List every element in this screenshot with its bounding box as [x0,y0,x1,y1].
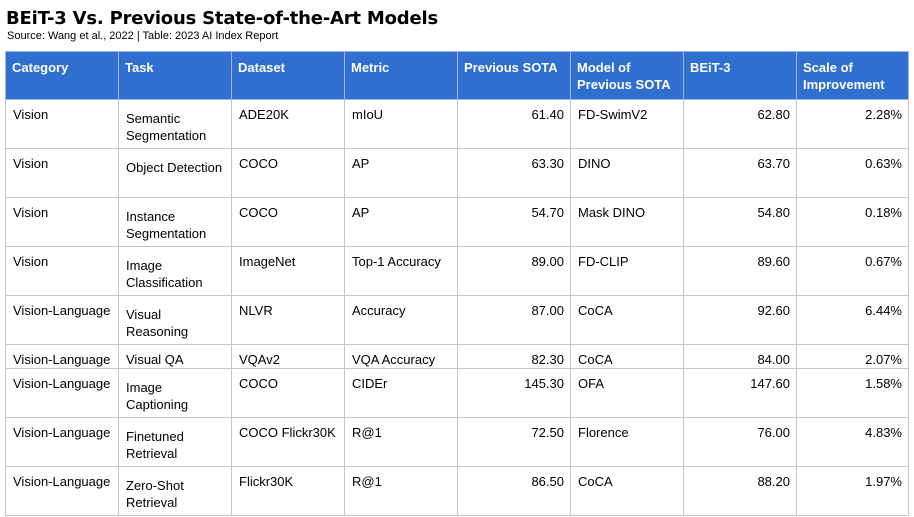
cell-improvement: 6.44% [796,295,909,345]
cell-previous-sota: 61.40 [457,99,571,149]
column-header-beit3: BEiT-3 [683,51,797,100]
cell-task: Finetuned Retrieval [118,417,232,467]
column-header-dataset: Dataset [231,51,345,100]
cell-previous-sota: 54.70 [457,197,571,247]
cell-beit3: 62.80 [683,99,797,149]
cell-dataset: ImageNet [231,246,345,296]
cell-category: Vision-Language [5,368,119,418]
page-title: BEiT-3 Vs. Previous State-of-the-Art Mod… [6,8,438,29]
cell-category: Vision [5,148,119,198]
cell-task: Instance Segmentation [118,197,232,247]
cell-improvement: 2.28% [796,99,909,149]
table-row: Vision Instance Segmentation COCO AP 54.… [5,197,909,247]
cell-previous-sota: 63.30 [457,148,571,198]
cell-beit3: 84.00 [683,344,797,369]
column-header-model-previous-sota: Model of Previous SOTA [570,51,684,100]
cell-metric: R@1 [344,466,458,516]
cell-improvement: 1.97% [796,466,909,516]
cell-beit3: 63.70 [683,148,797,198]
table-header-row: Category Task Dataset Metric Previous SO… [5,51,909,100]
cell-task: Visual Reasoning [118,295,232,345]
cell-model: Florence [570,417,684,467]
page-subtitle: Source: Wang et al., 2022 | Table: 2023 … [7,30,279,42]
column-header-task: Task [118,51,232,100]
cell-category: Vision [5,246,119,296]
cell-category: Vision-Language [5,466,119,516]
cell-beit3: 92.60 [683,295,797,345]
cell-previous-sota: 145.30 [457,368,571,418]
cell-dataset: NLVR [231,295,345,345]
cell-beit3: 147.60 [683,368,797,418]
cell-dataset: COCO [231,197,345,247]
table-row: Vision-Language Finetuned Retrieval COCO… [5,417,909,467]
cell-metric: R@1 [344,417,458,467]
table-row: Vision Semantic Segmentation ADE20K mIoU… [5,99,909,149]
cell-previous-sota: 89.00 [457,246,571,296]
cell-category: Vision [5,197,119,247]
table-row: Vision Image Classification ImageNet Top… [5,246,909,296]
cell-improvement: 0.18% [796,197,909,247]
table-row: Vision-Language Visual QA VQAv2 VQA Accu… [5,344,909,369]
cell-metric: VQA Accuracy [344,344,458,369]
cell-improvement: 4.83% [796,417,909,467]
cell-previous-sota: 87.00 [457,295,571,345]
cell-model: Mask DINO [570,197,684,247]
cell-beit3: 88.20 [683,466,797,516]
cell-model: CoCA [570,344,684,369]
cell-category: Vision-Language [5,344,119,369]
table-row: Vision-Language Zero-Shot Retrieval Flic… [5,466,909,516]
cell-dataset: COCO Flickr30K [231,417,345,467]
cell-task: Semantic Segmentation [118,99,232,149]
cell-previous-sota: 82.30 [457,344,571,369]
cell-dataset: Flickr30K [231,466,345,516]
cell-task: Object Detection [118,148,232,198]
cell-metric: AP [344,148,458,198]
cell-metric: Top-1 Accuracy [344,246,458,296]
cell-beit3: 54.80 [683,197,797,247]
cell-improvement: 1.58% [796,368,909,418]
column-header-previous-sota: Previous SOTA [457,51,571,100]
cell-improvement: 2.07% [796,344,909,369]
cell-previous-sota: 86.50 [457,466,571,516]
cell-task: Image Classification [118,246,232,296]
table-row: Vision-Language Image Captioning COCO CI… [5,368,909,418]
cell-previous-sota: 72.50 [457,417,571,467]
cell-model: DINO [570,148,684,198]
cell-model: FD-SwimV2 [570,99,684,149]
cell-model: OFA [570,368,684,418]
cell-improvement: 0.67% [796,246,909,296]
cell-dataset: ADE20K [231,99,345,149]
cell-dataset: VQAv2 [231,344,345,369]
cell-metric: mIoU [344,99,458,149]
comparison-table: Category Task Dataset Metric Previous SO… [5,51,909,516]
column-header-scale-of-improvement: Scale of Improvement [796,51,909,100]
column-header-category: Category [5,51,119,100]
cell-category: Vision [5,99,119,149]
cell-task: Visual QA [118,344,232,369]
cell-improvement: 0.63% [796,148,909,198]
cell-model: CoCA [570,466,684,516]
table-row: Vision Object Detection COCO AP 63.30 DI… [5,148,909,198]
cell-category: Vision-Language [5,295,119,345]
cell-task: Zero-Shot Retrieval [118,466,232,516]
cell-dataset: COCO [231,368,345,418]
cell-model: FD-CLIP [570,246,684,296]
cell-model: CoCA [570,295,684,345]
cell-beit3: 76.00 [683,417,797,467]
cell-metric: AP [344,197,458,247]
table-row: Vision-Language Visual Reasoning NLVR Ac… [5,295,909,345]
cell-dataset: COCO [231,148,345,198]
cell-metric: Accuracy [344,295,458,345]
cell-metric: CIDEr [344,368,458,418]
cell-beit3: 89.60 [683,246,797,296]
column-header-metric: Metric [344,51,458,100]
cell-category: Vision-Language [5,417,119,467]
cell-task: Image Captioning [118,368,232,418]
